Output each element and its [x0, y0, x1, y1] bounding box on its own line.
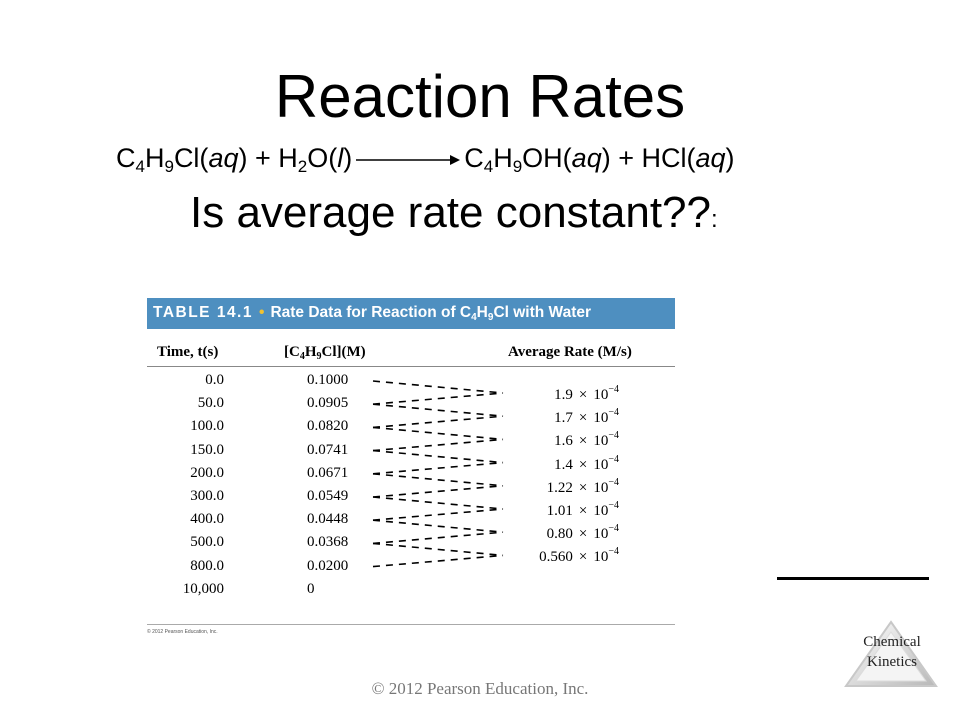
difference-connector-line — [372, 392, 504, 405]
chemical-kinetics-logo-icon — [844, 620, 938, 687]
header-rule — [147, 366, 675, 367]
footer-rule — [147, 624, 675, 625]
time-cell: 200.0 — [190, 464, 224, 481]
reactant-butyl-chloride: C4H9Cl(aq) — [116, 143, 248, 176]
difference-connector-line — [372, 438, 504, 452]
average-rate-cell: 1.6 × 10−4 — [554, 430, 619, 450]
time-cell: 800.0 — [190, 557, 224, 574]
time-cell: 50.0 — [197, 395, 224, 412]
difference-connector-line — [372, 508, 504, 521]
product-hcl: HCl(aq) — [641, 143, 735, 173]
concentration-cell: 0.0448 — [307, 511, 349, 528]
difference-connector-line — [372, 531, 504, 545]
reaction-equation: C4H9Cl(aq) + H2O(l) C4H9OH(aq) + HCl(aq) — [116, 143, 735, 176]
difference-connector-line — [372, 415, 504, 429]
logo-text: Chemical Kinetics — [863, 634, 921, 670]
time-cell: 0.0 — [205, 372, 224, 388]
difference-connector-line — [372, 461, 504, 475]
difference-connector-line — [372, 449, 504, 464]
table-footnote: © 2012 Pearson Education, Inc. — [147, 629, 218, 635]
time-cell: 500.0 — [190, 534, 224, 551]
average-rate-cell: 0.80 × 10−4 — [546, 523, 619, 543]
reaction-arrow-icon — [356, 154, 461, 165]
concentration-cell: 0 — [307, 580, 315, 597]
concentration-cell: 0.1000 — [307, 372, 349, 388]
column-header-concentration: [C4H9Cl](M) — [284, 344, 366, 362]
average-rate-cell: 1.4 × 10−4 — [554, 453, 619, 473]
table-caption: TABLE 14.1 • Rate Data for Reaction of C4H… — [147, 298, 675, 329]
difference-connector-line — [372, 485, 504, 498]
average-rate-cell: 1.01 × 10−4 — [546, 500, 619, 519]
concentration-cell: 0.0549 — [307, 488, 349, 504]
column-header-time: Time, t(s) — [157, 344, 219, 360]
average-rate-cell: 0.560 × 10−4 — [539, 546, 619, 566]
time-cell: 10,000 — [182, 580, 224, 597]
average-rate-cell: 1.7 × 10−4 — [554, 407, 619, 427]
difference-arrows-icon — [372, 380, 504, 568]
time-cell: 100.0 — [190, 418, 224, 435]
product-butanol: C4H9OH(aq) — [464, 143, 611, 176]
concentration-cell: 0.0200 — [307, 557, 349, 574]
concentration-cell: 0.0741 — [307, 441, 349, 458]
concentration-cell: 0.0368 — [307, 534, 349, 551]
decorative-line — [777, 577, 929, 580]
copyright-footer: © 2012 Pearson Education, Inc. — [371, 679, 589, 698]
question-text: Is average rate constant??: — [190, 188, 718, 237]
difference-connector-line — [372, 403, 504, 417]
difference-connector-line — [372, 473, 504, 487]
difference-connector-line — [372, 542, 504, 557]
average-rate-cell: 1.9 × 10−4 — [554, 384, 619, 403]
time-cell: 400.0 — [190, 511, 224, 528]
concentration-cell: 0.0671 — [307, 464, 349, 481]
concentration-cell: 0.0820 — [307, 418, 349, 435]
difference-connector-line — [372, 496, 504, 510]
difference-connector-line — [372, 554, 504, 568]
time-cell: 150.0 — [190, 441, 224, 458]
concentration-cell: 0.0905 — [307, 395, 349, 412]
average-rate-cell: 1.22 × 10−4 — [546, 476, 619, 496]
reactant-water: H2O(l) — [278, 143, 353, 176]
slide-title: Reaction Rates — [274, 63, 686, 130]
rate-data-table: TABLE 14.1 • Rate Data for Reaction of C4H… — [147, 298, 675, 640]
difference-connector-line — [372, 519, 504, 533]
time-cell: 300.0 — [190, 488, 224, 504]
difference-connector-line — [372, 426, 504, 441]
column-header-average-rate: Average Rate (M/s) — [508, 344, 632, 360]
difference-connector-line — [372, 380, 504, 394]
